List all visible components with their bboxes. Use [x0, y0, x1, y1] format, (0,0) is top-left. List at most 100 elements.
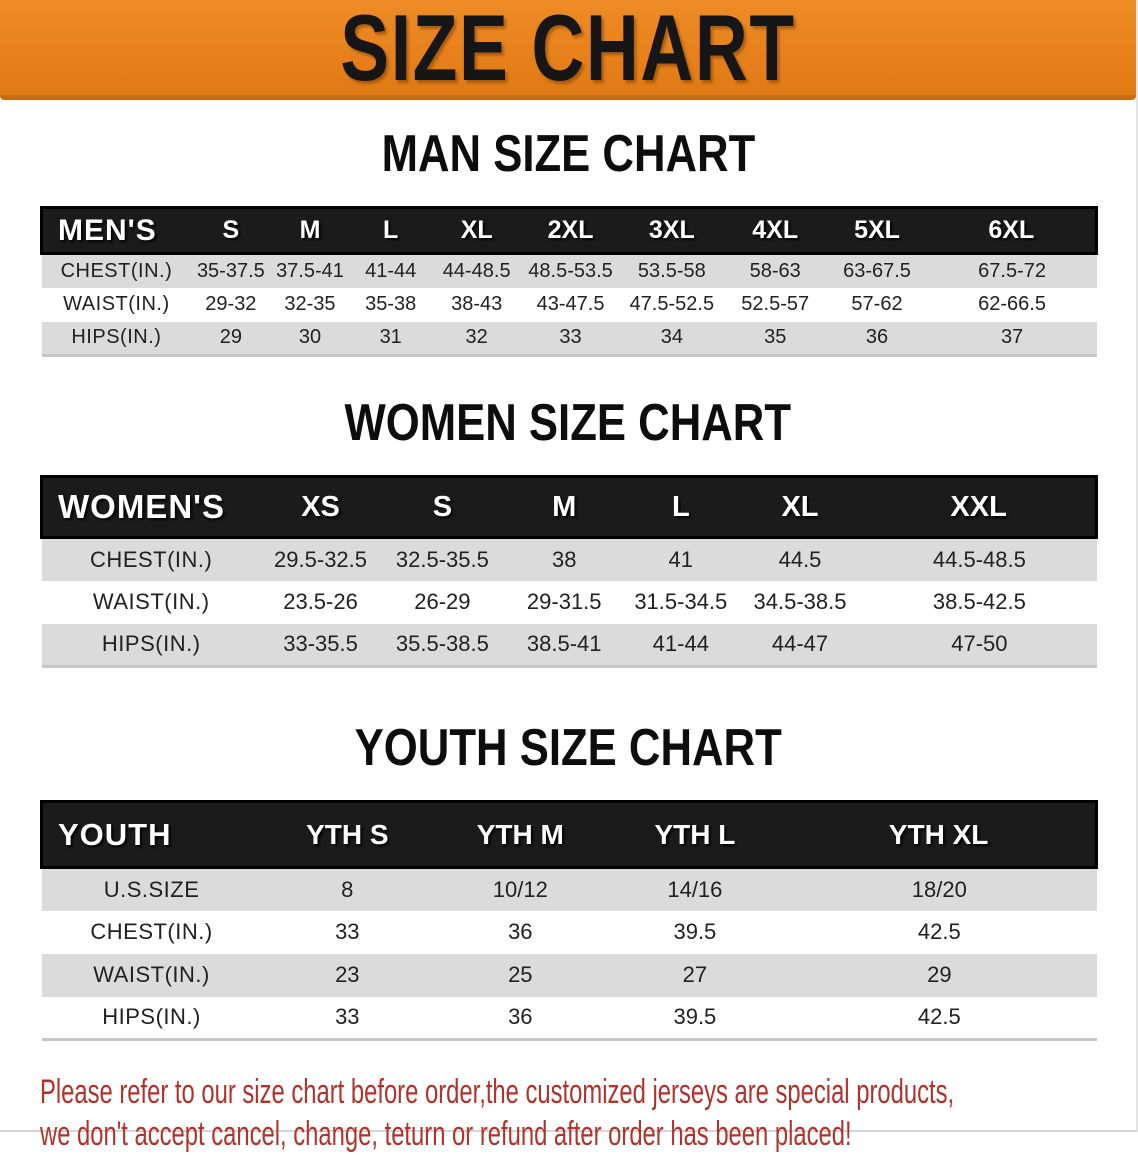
size-value-cell: 35-37.5	[191, 252, 271, 288]
women-column-xxl: XXL	[862, 475, 1099, 539]
youth-column-yth-s: YTH S	[261, 800, 434, 869]
women-row-waist-in.-: WAIST(IN.) 23.5-26 26-29 29-31.5 31.5-34.5 34…	[41, 580, 1097, 624]
row-label: WAIST(IN.)	[41, 287, 192, 322]
size-value-cell: 43-47.5	[521, 287, 620, 322]
men-column-6xl: 6XL	[927, 206, 1098, 255]
size-value-cell: 32	[431, 321, 522, 357]
size-value-cell: 39.5	[607, 996, 783, 1041]
size-value-cell: 35.5-38.5	[380, 623, 505, 668]
men-column-4xl: 4XL	[724, 206, 827, 255]
size-value-cell: 29-31.5	[504, 580, 624, 624]
men-column-m: M	[270, 206, 350, 255]
size-value-cell: 62-66.5	[927, 287, 1097, 322]
men-row-hips-in.-: HIPS(IN.) 29 30 31 32 33 34 35 36 37	[41, 321, 1097, 357]
youth-row-u.s.size: U.S.SIZE 8 10/12 14/16 18/20	[41, 866, 1097, 911]
size-value-cell: 35-38	[349, 287, 432, 322]
size-value-cell: 30	[270, 321, 350, 357]
size-value-cell: 48.5-53.5	[521, 252, 620, 288]
row-label: HIPS(IN.)	[41, 623, 261, 668]
youth-size-table: YOUTH YTH S YTH M YTH L YTH XL U.S.SIZE 8 10/12…	[39, 800, 1099, 1041]
row-label: HIPS(IN.)	[41, 996, 262, 1041]
size-value-cell: 36	[433, 996, 608, 1041]
row-label: WAIST(IN.)	[41, 953, 262, 997]
size-value-cell: 27	[607, 953, 783, 997]
size-value-cell: 41-44	[623, 623, 738, 668]
men-header-row: MEN'S S M L XL 2XL 3XL 4XL 5XL 6XL	[40, 206, 1098, 255]
size-value-cell: 37.5-41	[270, 252, 350, 288]
size-value-cell: 29-32	[191, 287, 271, 322]
size-value-cell: 41	[623, 536, 738, 581]
women-column-m: M	[504, 475, 624, 539]
youth-row-chest-in.-: CHEST(IN.) 33 36 39.5 42.5	[41, 910, 1097, 954]
women-header-row: WOMEN'S XS S M L XL XXL	[39, 475, 1099, 539]
size-value-cell: 32.5-35.5	[380, 536, 505, 581]
row-label: CHEST(IN.)	[41, 536, 261, 581]
size-value-cell: 38-43	[431, 287, 522, 322]
size-value-cell: 18/20	[782, 866, 1097, 911]
size-value-cell: 44-48.5	[431, 252, 522, 288]
disclaimer-line-1: Please refer to our size chart before or…	[40, 1073, 955, 1111]
size-value-cell: 14/16	[607, 866, 783, 911]
size-value-cell: 38	[504, 536, 624, 581]
size-value-cell: 38.5-42.5	[862, 580, 1097, 624]
size-value-cell: 44-47	[737, 623, 863, 668]
size-value-cell: 10/12	[433, 866, 608, 911]
youth-row-hips-in.-: HIPS(IN.) 33 36 39.5 42.5	[41, 996, 1097, 1041]
size-value-cell: 25	[433, 953, 608, 997]
size-value-cell: 33-35.5	[260, 623, 381, 668]
size-value-cell: 34	[619, 321, 725, 357]
youth-section-heading: YOUTH SIZE CHART	[354, 719, 782, 777]
row-label: HIPS(IN.)	[41, 321, 192, 357]
women-column-xs: XS	[260, 475, 381, 539]
youth-table-title: YOUTH	[39, 800, 262, 869]
size-value-cell: 31	[349, 321, 432, 357]
size-value-cell: 23	[261, 953, 434, 997]
size-value-cell: 33	[261, 996, 434, 1041]
men-column-2xl: 2XL	[521, 206, 620, 255]
size-value-cell: 44.5	[737, 536, 863, 581]
women-column-l: L	[623, 475, 738, 539]
size-value-cell: 42.5	[782, 996, 1097, 1041]
size-value-cell: 32-35	[270, 287, 350, 322]
women-row-hips-in.-: HIPS(IN.) 33-35.5 35.5-38.5 38.5-41 41-44 44-…	[41, 623, 1097, 668]
size-value-cell: 26-29	[380, 580, 505, 624]
women-size-table: WOMEN'S XS S M L XL XXL CHEST(IN.) 29.5-32.5 32.5…	[39, 475, 1099, 668]
size-value-cell: 33	[261, 910, 434, 954]
men-row-waist-in.-: WAIST(IN.) 29-32 32-35 35-38 38-43 43-47.5 47.…	[41, 287, 1097, 322]
banner-title: SIZE CHART	[340, 0, 796, 100]
row-label: CHEST(IN.)	[41, 252, 192, 288]
size-value-cell: 33	[521, 321, 620, 357]
size-value-cell: 47.5-52.5	[619, 287, 725, 322]
men-row-chest-in.-: CHEST(IN.) 35-37.5 37.5-41 41-44 44-48.5 48.5…	[41, 252, 1097, 288]
men-section-heading: MAN SIZE CHART	[381, 125, 755, 183]
men-column-3xl: 3XL	[619, 206, 725, 255]
size-value-cell: 29.5-32.5	[260, 536, 381, 581]
size-value-cell: 44.5-48.5	[862, 536, 1097, 581]
size-value-cell: 35	[724, 321, 827, 357]
youth-column-yth-l: YTH L	[607, 800, 783, 869]
row-label: WAIST(IN.)	[41, 580, 261, 624]
women-row-chest-in.-: CHEST(IN.) 29.5-32.5 32.5-35.5 38 41 44.5 44.5…	[41, 536, 1097, 581]
youth-header-row: YOUTH YTH S YTH M YTH L YTH XL	[39, 800, 1099, 869]
size-value-cell: 63-67.5	[826, 252, 928, 288]
women-table-title: WOMEN'S	[39, 475, 261, 539]
size-value-cell: 67.5-72	[927, 252, 1097, 288]
men-column-l: L	[349, 206, 432, 255]
size-value-cell: 47-50	[862, 623, 1097, 668]
row-label: CHEST(IN.)	[41, 910, 262, 954]
size-value-cell: 52.5-57	[724, 287, 827, 322]
size-value-cell: 41-44	[349, 252, 432, 288]
banner: SIZE CHART	[0, 0, 1136, 100]
women-section-heading: WOMEN SIZE CHART	[344, 394, 792, 452]
size-value-cell: 37	[927, 321, 1097, 357]
disclaimer: Please refer to our size chart before or…	[40, 1071, 1136, 1155]
disclaimer-line-2: we don't accept cancel, change, teturn o…	[40, 1115, 852, 1153]
youth-column-yth-xl: YTH XL	[782, 800, 1099, 869]
size-value-cell: 36	[433, 910, 608, 954]
men-column-xl: XL	[431, 206, 522, 255]
youth-row-waist-in.-: WAIST(IN.) 23 25 27 29	[41, 953, 1097, 997]
size-value-cell: 29	[782, 953, 1097, 997]
size-value-cell: 23.5-26	[260, 580, 381, 624]
size-value-cell: 36	[826, 321, 928, 357]
